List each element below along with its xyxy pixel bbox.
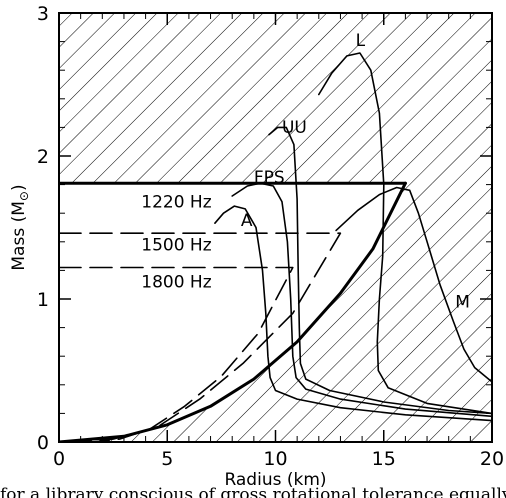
annotation-fps: FPS (254, 168, 285, 188)
x-tick-label: 0 (53, 448, 65, 470)
y-axis-label: Mass (M⊙) (9, 184, 31, 270)
x-axis-label: Radius (km) (224, 470, 326, 490)
series-layer (59, 52, 492, 442)
hatch-upper-region (59, 13, 492, 184)
annotation-uu: UU (282, 118, 307, 138)
axis-ticks: 0 5 10 15 20 0 1 2 3 (37, 3, 504, 470)
series-a (214, 205, 492, 422)
series-l (318, 52, 492, 415)
x-tick-label: 15 (372, 448, 396, 470)
series-m (335, 186, 492, 383)
y-axis-label-close: ) (9, 184, 29, 191)
y-tick-label: 0 (37, 432, 49, 454)
annotation-1220-hz: 1220 Hz (141, 192, 211, 212)
hatch-lower-right-region (59, 183, 492, 442)
annotation-1500-hz: 1500 Hz (141, 235, 211, 255)
annotation-m: M (455, 293, 470, 313)
excluded-region-hatching (59, 13, 492, 442)
y-tick-label: 1 (37, 289, 49, 311)
series-uu (268, 126, 492, 415)
y-axis-label-main: Mass (M (9, 201, 29, 271)
annotation-l: L (356, 31, 366, 51)
figure-caption: for a library conscious of gross rotatio… (0, 487, 506, 498)
y-tick-label: 2 (37, 146, 49, 168)
x-tick-label: 10 (263, 448, 287, 470)
x-tick-label: 5 (161, 448, 173, 470)
annotation-1800-hz: 1800 Hz (141, 273, 211, 293)
annotation-a: A (241, 211, 253, 231)
y-tick-label: 3 (37, 3, 49, 25)
y-axis-label-sun-symbol: ⊙ (17, 191, 31, 201)
series-1220-hz-mass-shedding (59, 181, 407, 442)
x-tick-label: 20 (480, 448, 504, 470)
annotations: A FPS UU L M 1220 Hz 1500 Hz 1800 Hz (141, 31, 470, 313)
